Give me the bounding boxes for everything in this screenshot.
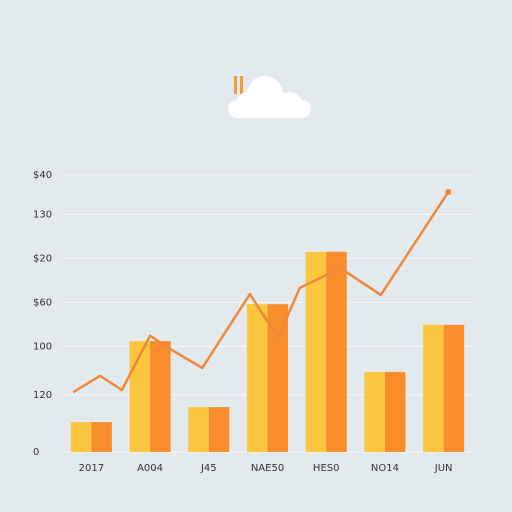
y-tick-label: 0 [33,447,39,458]
y-tick-label: $60 [33,297,52,308]
bar [188,407,230,452]
y-tick-label: 120 [33,390,52,401]
y-tick-label: 130 [33,209,52,220]
bar [364,371,406,452]
bar [305,251,347,452]
bar [70,422,112,452]
cloud-icon [228,76,311,118]
bar-left [305,251,327,452]
bar-right [267,304,289,452]
bar-left [364,371,385,452]
x-tick-label: JUN [434,463,453,474]
bar-left [423,324,444,452]
bar-right [326,251,347,452]
bar-left [129,341,151,452]
x-tick-label: NO14 [371,463,399,474]
x-tick-label: J45 [200,463,217,474]
y-tick-label: $20 [33,253,52,264]
bar-right [91,422,112,452]
bar-right [208,407,230,452]
trend-end-dot [445,188,452,195]
x-tick-label: 2017 [79,463,104,474]
y-tick-label: 100 [33,341,52,352]
y-tick-label: $40 [33,170,52,181]
bar-right [443,324,465,452]
bar-right [384,371,406,452]
bar [129,341,171,452]
bar-left [70,422,92,452]
x-tick-label: A004 [137,463,163,474]
trend-line [72,191,450,394]
bar [423,324,465,452]
x-tick-label: HES0 [313,463,340,474]
bar [246,304,289,452]
bar-left [246,304,268,452]
bar-right [150,341,171,452]
bar-left [188,407,209,452]
x-tick-label: NAE50 [251,463,284,474]
